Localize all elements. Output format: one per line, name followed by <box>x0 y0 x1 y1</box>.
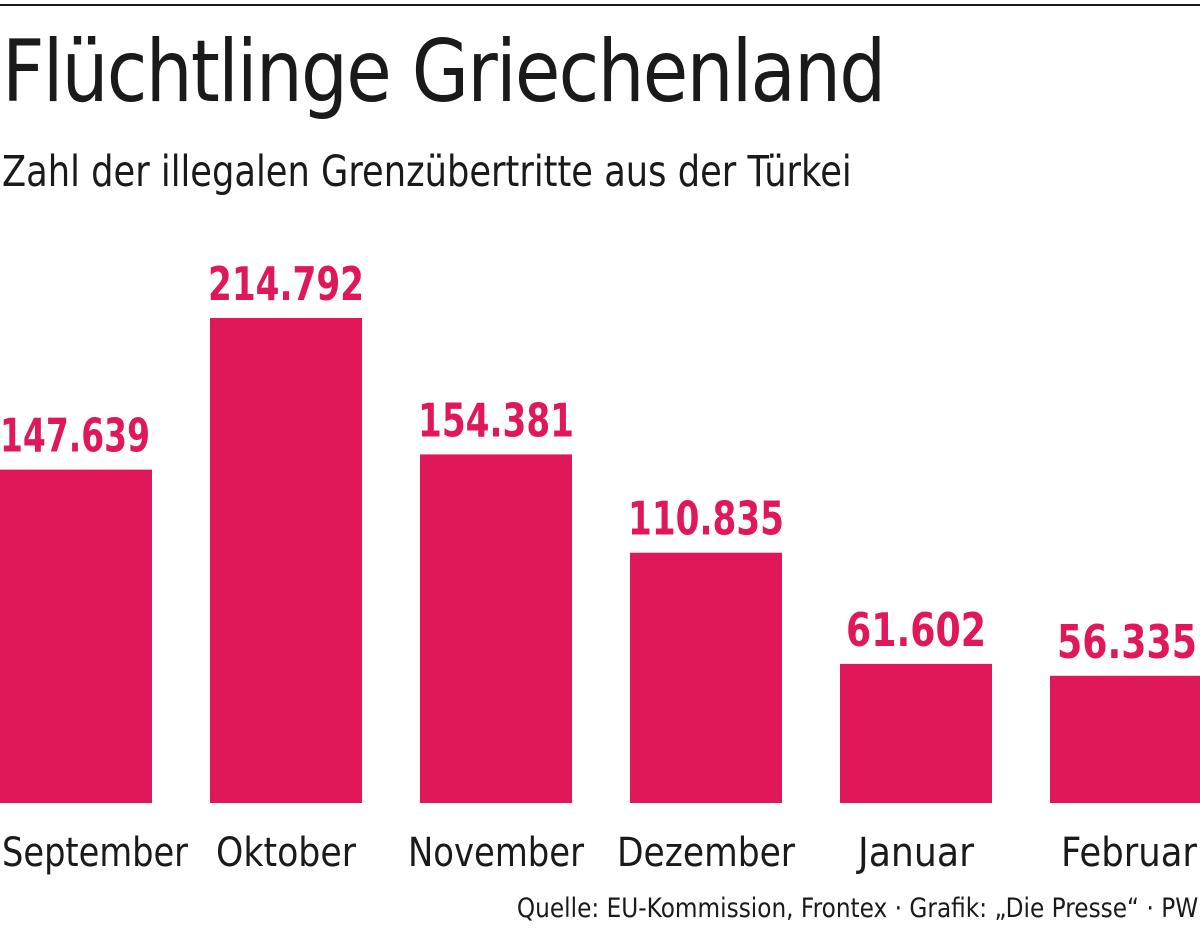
bar-januar <box>840 663 992 803</box>
category-label-november: November <box>408 830 584 876</box>
value-labels-layer: 147.639 214.792 154.381 110.835 61.602 56.335 <box>0 257 1197 669</box>
category-label-september: September <box>2 830 188 876</box>
bar-februar <box>1050 675 1200 803</box>
value-label-november: 154.381 <box>418 393 574 447</box>
bar-dezember <box>630 552 782 803</box>
bars-layer <box>0 318 1200 803</box>
source-note: Quelle: EU-Kommission, Frontex · Grafik:… <box>516 893 1198 924</box>
category-label-februar: Februar <box>1061 830 1197 876</box>
value-label-oktober: 214.792 <box>208 257 364 311</box>
chart-subtitle: Zahl der illegalen Grenzübertritte aus d… <box>2 147 852 197</box>
value-label-januar: 61.602 <box>846 603 986 657</box>
top-rule <box>0 4 1200 6</box>
chart-title: Flüchtlinge Griechenland <box>2 22 886 122</box>
value-label-februar: 56.335 <box>1057 615 1197 669</box>
bar-oktober <box>210 318 362 803</box>
bar-september <box>0 469 152 803</box>
category-label-januar: Januar <box>855 830 974 876</box>
value-label-dezember: 110.835 <box>628 492 784 546</box>
bar-november <box>420 454 572 803</box>
category-label-dezember: Dezember <box>617 830 795 876</box>
value-label-september: 147.639 <box>0 409 150 463</box>
category-labels-layer: September Oktober November Dezember Januar Fe… <box>2 830 1197 876</box>
category-label-oktober: Oktober <box>216 830 356 876</box>
